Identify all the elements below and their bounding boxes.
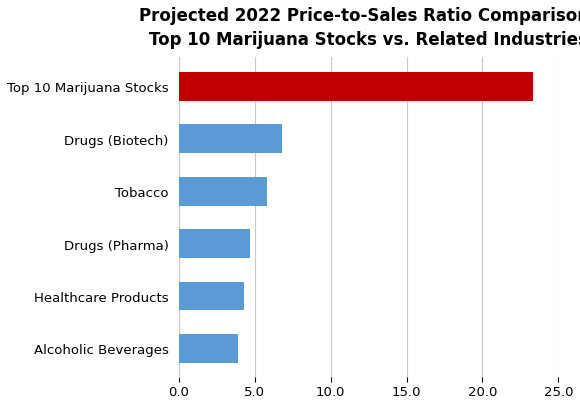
Bar — [179, 334, 238, 363]
Bar — [179, 125, 282, 154]
Bar — [179, 282, 244, 311]
Bar — [179, 73, 532, 102]
Title: Projected 2022 Price-to-Sales Ratio Comparisons
Top 10 Marijuana Stocks vs. Rela: Projected 2022 Price-to-Sales Ratio Comp… — [139, 7, 580, 49]
Bar — [179, 230, 251, 258]
Bar — [179, 177, 267, 206]
